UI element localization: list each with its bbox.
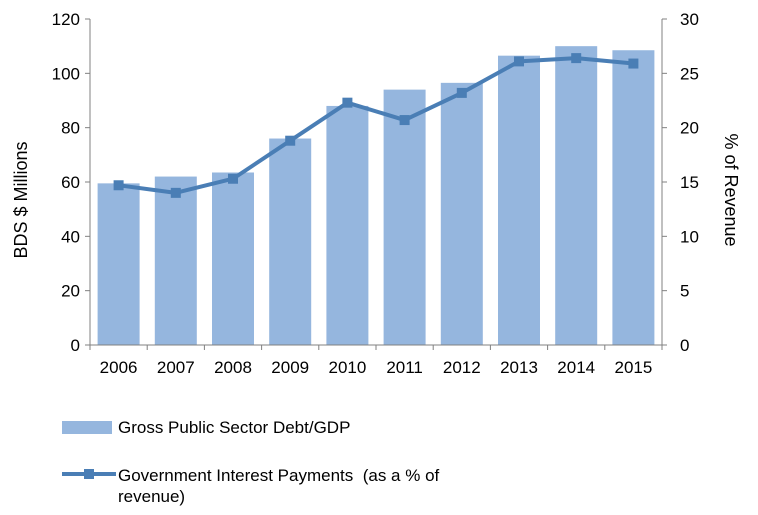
bar-2008 [212, 172, 254, 345]
line-point-2007 [170, 187, 181, 198]
y2-tick-label: 25 [680, 64, 699, 83]
x-tick-label: 2011 [386, 358, 423, 377]
line-point-2014 [571, 53, 582, 64]
legend-line-marker [84, 469, 94, 479]
legend: Gross Public Sector Debt/GDP Government … [62, 418, 440, 506]
y2-tick-label: 15 [680, 173, 699, 192]
x-tick-label: 2012 [443, 358, 481, 377]
x-tick-label: 2014 [557, 358, 595, 377]
y-tick-label: 40 [61, 227, 80, 246]
line-point-2006 [113, 180, 124, 191]
bar-2013 [498, 55, 540, 346]
line-point-2013 [514, 56, 524, 67]
x-tick-label: 2006 [100, 358, 138, 377]
line-point-2015 [628, 58, 639, 69]
bar-2006 [97, 183, 140, 345]
line-point-2009 [285, 135, 296, 146]
line-point-2010 [342, 97, 353, 108]
x-tick-label: 2013 [500, 358, 538, 377]
y2-tick-label: 20 [680, 119, 699, 138]
y-tick-label: 80 [61, 119, 80, 138]
line-point-2008 [228, 173, 238, 184]
line-point-2011 [399, 115, 410, 126]
bar-2012 [440, 82, 483, 345]
y-tick-label: 100 [52, 64, 80, 83]
legend-bar-swatch [62, 421, 112, 434]
x-tick-label: 2007 [157, 358, 195, 377]
y2-tick-label: 0 [680, 336, 689, 355]
x-tick-label: 2010 [328, 358, 366, 377]
y2-axis-title: % of Revenue [721, 133, 741, 246]
bar-2010 [326, 105, 369, 345]
tick-labels: 0 20 40 60 80 100 120 0 5 10 15 20 25 30 2006 2007 2008 2… [52, 10, 699, 377]
legend-line-label-cont: revenue) [118, 487, 185, 506]
y-tick-label: 60 [61, 173, 80, 192]
bar-series [97, 46, 655, 346]
y-tick-label: 0 [71, 336, 80, 355]
y-tick-label: 20 [61, 282, 80, 301]
bar-2009 [269, 138, 312, 345]
bar-2011 [383, 89, 426, 345]
y-axis-title: BDS $ Millions [11, 141, 31, 258]
bar-2015 [612, 50, 655, 345]
bar-2014 [555, 46, 598, 346]
y2-tick-label: 5 [680, 282, 689, 301]
bar-2007 [154, 176, 197, 345]
legend-bar-label: Gross Public Sector Debt/GDP [118, 418, 350, 437]
y2-tick-label: 10 [680, 227, 699, 246]
y2-tick-label: 30 [680, 10, 699, 29]
interest-payments-line [118, 56, 634, 195]
axes [85, 18, 667, 350]
line-series [113, 53, 639, 198]
x-tick-label: 2015 [614, 358, 652, 377]
line-point-2012 [456, 87, 467, 98]
legend-line-label: Government Interest Payments (as a % of [118, 466, 440, 485]
x-tick-label: 2009 [271, 358, 309, 377]
y-tick-label: 120 [52, 10, 80, 29]
x-tick-label: 2008 [214, 358, 252, 377]
